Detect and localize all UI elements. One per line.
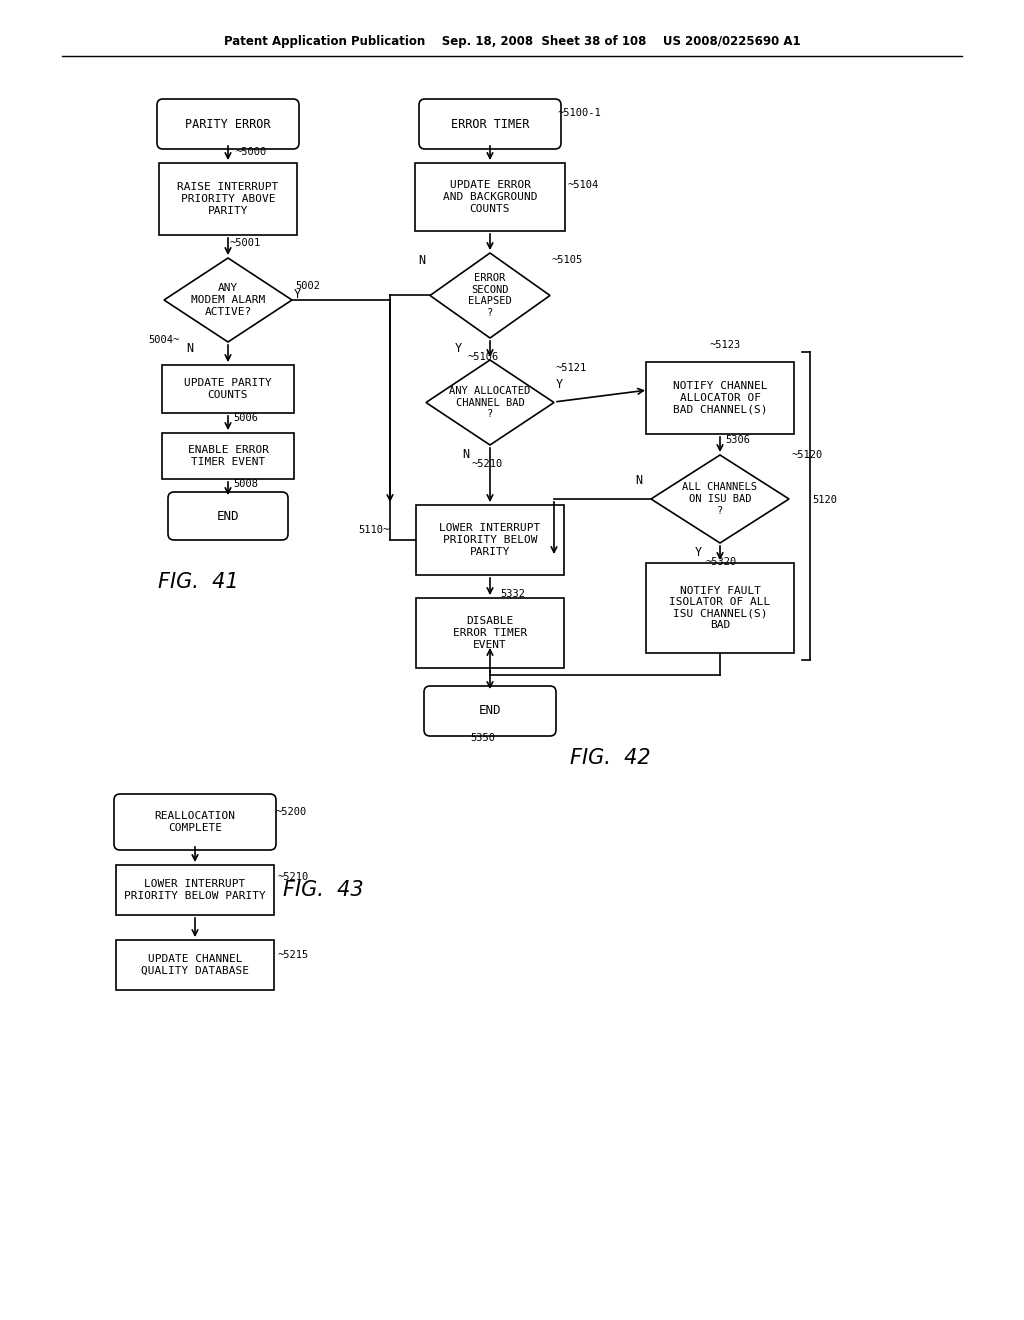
FancyBboxPatch shape	[646, 362, 794, 434]
Polygon shape	[164, 257, 292, 342]
Text: Y: Y	[695, 546, 702, 560]
Text: ~5000: ~5000	[236, 147, 267, 157]
Text: Y: Y	[556, 379, 563, 392]
Text: 5332: 5332	[500, 589, 525, 599]
FancyBboxPatch shape	[415, 162, 565, 231]
Text: ~5210: ~5210	[472, 459, 503, 469]
Text: FIG.  41: FIG. 41	[158, 572, 239, 591]
Text: Y: Y	[294, 289, 301, 301]
Text: 5306: 5306	[725, 436, 750, 445]
Text: 5004~: 5004~	[148, 335, 179, 345]
Polygon shape	[426, 360, 554, 445]
Polygon shape	[651, 455, 790, 543]
Text: ~5200: ~5200	[275, 807, 306, 817]
FancyBboxPatch shape	[159, 162, 297, 235]
Text: ~5104: ~5104	[567, 180, 598, 190]
Polygon shape	[430, 253, 550, 338]
Text: ERROR TIMER: ERROR TIMER	[451, 117, 529, 131]
Text: END: END	[479, 705, 502, 718]
Text: FIG.  42: FIG. 42	[570, 748, 650, 768]
Text: NOTIFY CHANNEL
ALLOCATOR OF
BAD CHANNEL(S): NOTIFY CHANNEL ALLOCATOR OF BAD CHANNEL(…	[673, 381, 767, 414]
Text: ~5120: ~5120	[792, 450, 823, 459]
Text: N: N	[635, 474, 642, 487]
FancyBboxPatch shape	[646, 564, 794, 653]
Text: NOTIFY FAULT
ISOLATOR OF ALL
ISU CHANNEL(S)
BAD: NOTIFY FAULT ISOLATOR OF ALL ISU CHANNEL…	[670, 586, 771, 631]
Text: 5008: 5008	[233, 479, 258, 488]
FancyBboxPatch shape	[168, 492, 288, 540]
Text: N: N	[418, 253, 425, 267]
Text: UPDATE CHANNEL
QUALITY DATABASE: UPDATE CHANNEL QUALITY DATABASE	[141, 954, 249, 975]
Text: ~5106: ~5106	[468, 352, 500, 362]
Text: LOWER INTERRUPT
PRIORITY BELOW
PARITY: LOWER INTERRUPT PRIORITY BELOW PARITY	[439, 524, 541, 557]
Text: RAISE INTERRUPT
PRIORITY ABOVE
PARITY: RAISE INTERRUPT PRIORITY ABOVE PARITY	[177, 182, 279, 215]
Text: UPDATE ERROR
AND BACKGROUND
COUNTS: UPDATE ERROR AND BACKGROUND COUNTS	[442, 181, 538, 214]
Text: ~5210: ~5210	[278, 873, 308, 882]
Text: FIG.  43: FIG. 43	[283, 880, 364, 900]
Text: ~5123: ~5123	[710, 341, 741, 350]
Text: 5006: 5006	[233, 413, 258, 422]
FancyBboxPatch shape	[116, 865, 274, 915]
Text: UPDATE PARITY
COUNTS: UPDATE PARITY COUNTS	[184, 379, 272, 400]
Text: LOWER INTERRUPT
PRIORITY BELOW PARITY: LOWER INTERRUPT PRIORITY BELOW PARITY	[124, 879, 266, 900]
Text: ENABLE ERROR
TIMER EVENT: ENABLE ERROR TIMER EVENT	[187, 445, 268, 467]
Text: ~5001: ~5001	[230, 238, 261, 248]
Text: ~5100-1: ~5100-1	[557, 108, 601, 117]
Text: ALL CHANNELS
ON ISU BAD
?: ALL CHANNELS ON ISU BAD ?	[683, 482, 758, 516]
Text: 5002: 5002	[295, 281, 319, 290]
Text: N: N	[186, 342, 194, 355]
Text: ANY ALLOCATED
CHANNEL BAD
?: ANY ALLOCATED CHANNEL BAD ?	[450, 385, 530, 420]
Text: ~5320: ~5320	[705, 557, 736, 568]
Text: REALLOCATION
COMPLETE: REALLOCATION COMPLETE	[155, 812, 236, 833]
Text: 5120: 5120	[812, 495, 837, 506]
Text: Y: Y	[455, 342, 462, 355]
Text: ~5215: ~5215	[278, 950, 308, 960]
FancyBboxPatch shape	[162, 433, 294, 479]
Text: 5350: 5350	[470, 733, 495, 743]
FancyBboxPatch shape	[162, 366, 294, 413]
Text: Patent Application Publication    Sep. 18, 2008  Sheet 38 of 108    US 2008/0225: Patent Application Publication Sep. 18, …	[223, 36, 801, 49]
Text: N: N	[462, 449, 469, 462]
Text: ERROR
SECOND
ELAPSED
?: ERROR SECOND ELAPSED ?	[468, 273, 512, 318]
FancyBboxPatch shape	[116, 940, 274, 990]
FancyBboxPatch shape	[419, 99, 561, 149]
Text: 5110~: 5110~	[358, 525, 389, 535]
Text: DISABLE
ERROR TIMER
EVENT: DISABLE ERROR TIMER EVENT	[453, 616, 527, 649]
FancyBboxPatch shape	[157, 99, 299, 149]
FancyBboxPatch shape	[424, 686, 556, 737]
Text: ANY
MODEM ALARM
ACTIVE?: ANY MODEM ALARM ACTIVE?	[190, 284, 265, 317]
Text: ~5121: ~5121	[556, 363, 587, 374]
Text: ~5105: ~5105	[552, 255, 584, 265]
Text: PARITY ERROR: PARITY ERROR	[185, 117, 270, 131]
Text: END: END	[217, 510, 240, 523]
FancyBboxPatch shape	[416, 506, 564, 576]
FancyBboxPatch shape	[416, 598, 564, 668]
FancyBboxPatch shape	[114, 795, 276, 850]
